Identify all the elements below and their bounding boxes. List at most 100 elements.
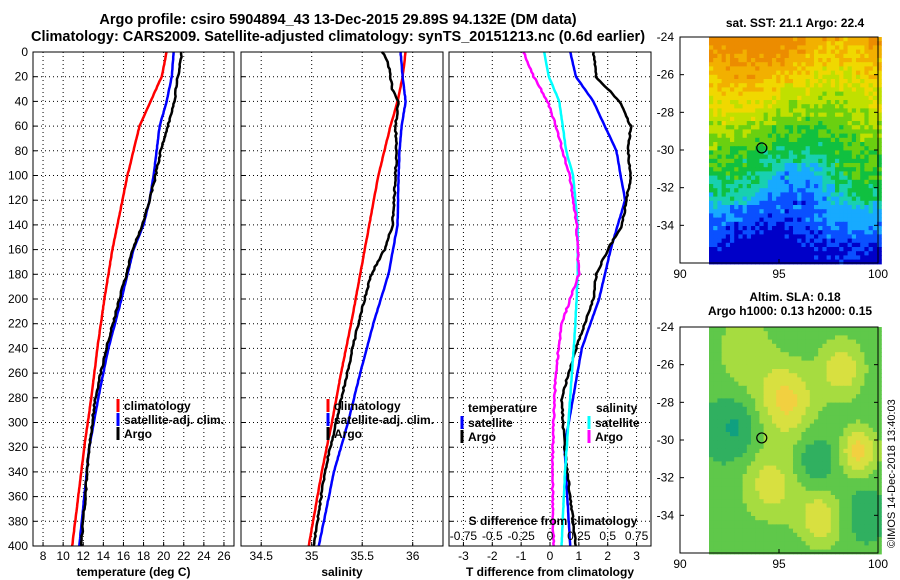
secondary-tick-label: -0.5 xyxy=(482,529,503,543)
secondary-tick-label: 0.25 xyxy=(567,529,591,543)
x-tick-label: 0 xyxy=(547,549,554,563)
plot-frame xyxy=(240,51,444,547)
depth-tick-label: 260 xyxy=(8,366,28,380)
legend-label: satellite xyxy=(468,416,513,430)
secondary-tick-label: -0.75 xyxy=(450,529,478,543)
depth-tick-label: 380 xyxy=(8,514,28,528)
argo-location-marker xyxy=(756,142,768,154)
x-tick-label: -1 xyxy=(516,549,527,563)
secondary-tick-label: 0.5 xyxy=(599,529,616,543)
x-tick-label: 35 xyxy=(305,549,319,563)
sla-map-title: Altim. SLA: 0.18 xyxy=(749,290,841,304)
depth-tick-label: 60 xyxy=(15,119,29,133)
x-tick-label: 14 xyxy=(97,549,111,563)
depth-tick-label: 20 xyxy=(15,70,29,84)
series-line-s-satellite xyxy=(542,51,580,546)
series-line-satellite-adj-clim- xyxy=(317,51,407,547)
map-raster xyxy=(709,327,882,555)
legend-label: climatology xyxy=(124,399,191,413)
legend-label: satellite-adj. clim. xyxy=(334,413,434,427)
depth-tick-label: 180 xyxy=(8,267,28,281)
x-tick-label: 16 xyxy=(117,549,131,563)
depth-tick-label: 120 xyxy=(8,193,28,207)
x-tick-label: 24 xyxy=(197,549,211,563)
x-tick-label: 10 xyxy=(56,549,70,563)
map-y-tick-label: -26 xyxy=(657,358,675,372)
map-y-tick-label: -26 xyxy=(657,68,675,82)
legend-label: Argo xyxy=(124,427,152,441)
depth-tick-label: 0 xyxy=(21,45,28,59)
depth-tick-label: 320 xyxy=(8,440,28,454)
plot-frame xyxy=(448,51,652,547)
depth-tick-label: 40 xyxy=(15,94,29,108)
depth-tick-label: 300 xyxy=(8,416,28,430)
depth-tick-label: 200 xyxy=(8,292,28,306)
depth-tick-label: 80 xyxy=(15,144,29,158)
sst-map-title: sat. SST: 21.1 Argo: 22.4 xyxy=(725,16,865,30)
series-line-argo xyxy=(79,52,183,547)
depth-tick-label: 160 xyxy=(8,243,28,257)
secondary-axis-title: S difference from climatology xyxy=(469,514,638,528)
map-x-tick-label: 95 xyxy=(772,557,786,571)
x-tick-label: 22 xyxy=(177,549,191,563)
sla-map-subtitle: Argo h1000: 0.13 h2000: 0.15 xyxy=(707,304,873,318)
map-x-tick-label: 90 xyxy=(673,267,687,281)
series-line-argo xyxy=(312,51,400,547)
map-y-tick-label: -32 xyxy=(657,471,675,485)
series-line-s-argo xyxy=(522,51,581,547)
x-axis-label: temperature (deg C) xyxy=(76,565,190,579)
series-line-climatology xyxy=(70,51,168,547)
legend-label: Argo xyxy=(595,430,623,444)
legend-label: satellite xyxy=(595,416,640,430)
map-y-tick-label: -28 xyxy=(657,395,675,409)
legend-label: Argo xyxy=(468,430,496,444)
map-y-tick-label: -30 xyxy=(657,143,675,157)
chart-title-line-1: Argo profile: csiro 5904894_43 13-Dec-20… xyxy=(99,12,577,28)
x-tick-label: 1 xyxy=(576,549,583,563)
depth-tick-label: 280 xyxy=(8,391,28,405)
x-tick-label: -3 xyxy=(458,549,469,563)
x-tick-label: 35.5 xyxy=(351,549,375,563)
depth-tick-label: 360 xyxy=(8,490,28,504)
depth-tick-label: 100 xyxy=(8,169,28,183)
x-tick-label: 12 xyxy=(77,549,91,563)
x-tick-label: 3 xyxy=(633,549,640,563)
map-x-tick-label: 90 xyxy=(673,557,687,571)
legend-group-title: temperature xyxy=(468,401,538,415)
legend-group-title: salinity xyxy=(596,401,638,415)
legend-label: Argo xyxy=(334,427,362,441)
x-tick-label: 34.5 xyxy=(250,549,274,563)
x-tick-label: -2 xyxy=(487,549,498,563)
map-y-tick-label: -34 xyxy=(657,218,675,232)
map-y-tick-label: -32 xyxy=(657,181,675,195)
x-tick-label: 36 xyxy=(406,549,420,563)
x-tick-label: 18 xyxy=(137,549,151,563)
secondary-tick-label: 0 xyxy=(547,529,554,543)
x-axis-label: salinity xyxy=(321,565,363,579)
map-y-tick-label: -34 xyxy=(657,508,675,522)
series-line-climatology xyxy=(307,51,407,547)
plot-frame xyxy=(32,51,235,547)
map-y-tick-label: -30 xyxy=(657,433,675,447)
x-tick-label: 2 xyxy=(604,549,611,563)
depth-tick-label: 340 xyxy=(8,465,28,479)
legend-label: climatology xyxy=(334,399,401,413)
map-x-tick-label: 95 xyxy=(772,267,786,281)
depth-tick-label: 400 xyxy=(8,539,28,553)
map-y-tick-label: -24 xyxy=(657,320,675,334)
legend-label: satellite-adj. clim. xyxy=(124,413,224,427)
chart-title-line-2: Climatology: CARS2009. Satellite-adjuste… xyxy=(30,29,646,45)
depth-tick-label: 220 xyxy=(8,317,28,331)
depth-tick-label: 140 xyxy=(8,218,28,232)
argo-location-marker xyxy=(756,432,768,444)
secondary-tick-label: 0.75 xyxy=(625,529,649,543)
map-x-tick-label: 100 xyxy=(868,557,888,571)
map-y-tick-label: -24 xyxy=(657,30,675,44)
secondary-tick-label: -0.25 xyxy=(507,529,535,543)
x-tick-label: 8 xyxy=(40,549,47,563)
map-raster xyxy=(709,37,882,265)
x-tick-label: 20 xyxy=(157,549,171,563)
x-tick-label: 26 xyxy=(217,549,231,563)
imos-credit: ©IMOS 14-Dec-2018 13:40:03 xyxy=(886,399,898,548)
